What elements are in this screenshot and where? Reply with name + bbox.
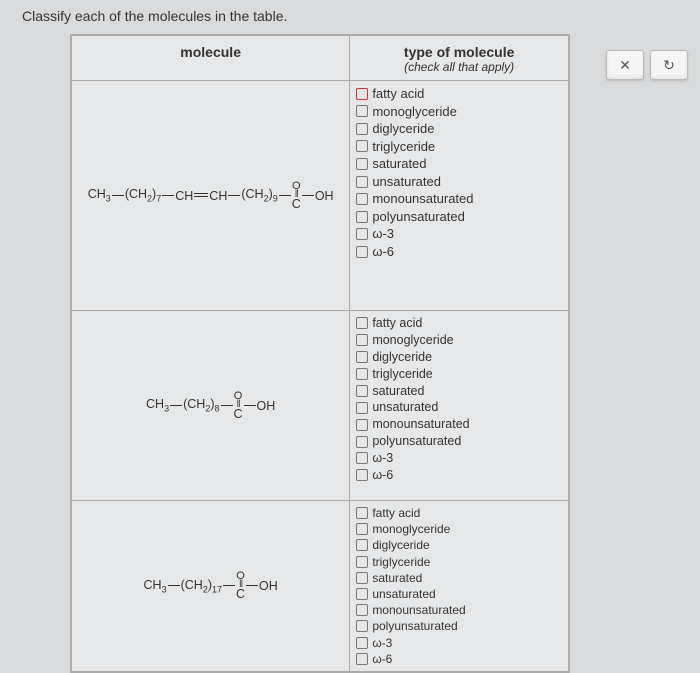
checkbox-1-0[interactable] <box>356 88 368 100</box>
checkbox-1-7[interactable] <box>356 211 368 223</box>
option-label: fatty acid <box>372 505 420 521</box>
question-prompt: Classify each of the molecules in the ta… <box>22 8 287 24</box>
option-label: monoglyceride <box>372 521 450 537</box>
type-cell-2: fatty acid monoglyceride diglyceride tri… <box>350 311 569 501</box>
option-label: triglyceride <box>372 366 432 383</box>
reset-button[interactable]: ↻ <box>650 50 688 80</box>
header-type-label: type of molecule <box>404 44 514 60</box>
option-label: diglyceride <box>372 537 429 553</box>
checkbox-2-1[interactable] <box>356 334 368 346</box>
header-type-sub: (check all that apply) <box>354 60 564 74</box>
option-label: ω-3 <box>372 635 392 651</box>
molecule-cell-2: CH3(CH2)8O‖COH <box>72 311 350 501</box>
header-type: type of molecule (check all that apply) <box>350 36 569 81</box>
option-label: unsaturated <box>372 173 441 191</box>
option-label: polyunsaturated <box>372 618 457 634</box>
close-button[interactable]: ✕ <box>606 50 644 80</box>
classification-table: molecule type of molecule (check all tha… <box>70 34 570 673</box>
checkbox-1-8[interactable] <box>356 228 368 240</box>
options-list-3: fatty acid monoglyceride diglyceride tri… <box>356 505 562 667</box>
checkbox-3-7[interactable] <box>356 620 368 632</box>
checkbox-2-4[interactable] <box>356 385 368 397</box>
checkbox-1-2[interactable] <box>356 123 368 135</box>
checkbox-2-5[interactable] <box>356 402 368 414</box>
option-label: saturated <box>372 383 424 400</box>
type-cell-3: fatty acid monoglyceride diglyceride tri… <box>350 501 569 672</box>
checkbox-3-8[interactable] <box>356 637 368 649</box>
checkbox-1-4[interactable] <box>356 158 368 170</box>
option-label: ω-3 <box>372 225 394 243</box>
checkbox-2-0[interactable] <box>356 317 368 329</box>
checkbox-2-2[interactable] <box>356 351 368 363</box>
option-label: triglyceride <box>372 554 430 570</box>
molecule-formula-1: CH3(CH2)7CHCH(CH2)9O‖COH <box>88 181 334 211</box>
molecule-formula-2: CH3(CH2)8O‖COH <box>146 391 275 421</box>
molecule-cell-3: CH3(CH2)17O‖COH <box>72 501 350 672</box>
option-label: triglyceride <box>372 138 435 156</box>
checkbox-2-9[interactable] <box>356 469 368 481</box>
header-molecule: molecule <box>72 36 350 81</box>
checkbox-1-3[interactable] <box>356 140 368 152</box>
option-label: fatty acid <box>372 85 424 103</box>
option-label: ω-3 <box>372 450 393 467</box>
option-label: monounsaturated <box>372 190 473 208</box>
checkbox-3-4[interactable] <box>356 572 368 584</box>
checkbox-3-0[interactable] <box>356 507 368 519</box>
checkbox-3-9[interactable] <box>356 653 368 665</box>
checkbox-1-9[interactable] <box>356 246 368 258</box>
molecule-formula-3: CH3(CH2)17O‖COH <box>144 571 278 601</box>
checkbox-2-6[interactable] <box>356 419 368 431</box>
checkbox-1-6[interactable] <box>356 193 368 205</box>
option-label: polyunsaturated <box>372 208 465 226</box>
option-label: ω-6 <box>372 243 394 261</box>
type-cell-1: fatty acid monoglyceride diglyceride tri… <box>350 81 569 311</box>
checkbox-1-5[interactable] <box>356 176 368 188</box>
option-label: ω-6 <box>372 467 393 484</box>
checkbox-3-1[interactable] <box>356 523 368 535</box>
checkbox-1-1[interactable] <box>356 105 368 117</box>
options-list-1: fatty acid monoglyceride diglyceride tri… <box>356 85 562 260</box>
options-list-2: fatty acid monoglyceride diglyceride tri… <box>356 315 562 484</box>
option-label: fatty acid <box>372 315 422 332</box>
option-label: monounsaturated <box>372 416 469 433</box>
checkbox-3-6[interactable] <box>356 604 368 616</box>
option-label: saturated <box>372 570 422 586</box>
option-label: diglyceride <box>372 349 432 366</box>
molecule-cell-1: CH3(CH2)7CHCH(CH2)9O‖COH <box>72 81 350 311</box>
option-label: saturated <box>372 155 426 173</box>
checkbox-2-3[interactable] <box>356 368 368 380</box>
option-label: diglyceride <box>372 120 434 138</box>
option-label: polyunsaturated <box>372 433 461 450</box>
checkbox-2-7[interactable] <box>356 436 368 448</box>
option-label: monoglyceride <box>372 332 453 349</box>
option-label: unsaturated <box>372 399 438 416</box>
option-label: monoglyceride <box>372 103 457 121</box>
checkbox-3-5[interactable] <box>356 588 368 600</box>
option-label: ω-6 <box>372 651 392 667</box>
option-label: unsaturated <box>372 586 435 602</box>
checkbox-3-2[interactable] <box>356 539 368 551</box>
checkbox-3-3[interactable] <box>356 556 368 568</box>
option-label: monounsaturated <box>372 602 465 618</box>
action-buttons: ✕ ↻ <box>606 50 688 80</box>
checkbox-2-8[interactable] <box>356 452 368 464</box>
